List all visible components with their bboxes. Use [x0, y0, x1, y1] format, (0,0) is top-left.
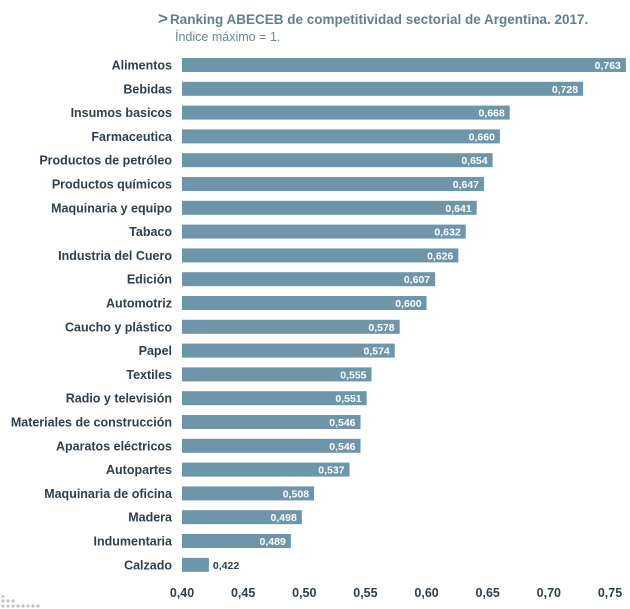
- bar-1: [182, 81, 584, 96]
- value-label-12: 0,574: [363, 346, 389, 358]
- value-label-3: 0,660: [469, 131, 495, 143]
- bar-3: [182, 129, 500, 144]
- bar-16: [182, 438, 361, 453]
- title-block: > Ranking ABECEB de competitividad sector…: [158, 9, 588, 44]
- x-tick-label-5: 0,65: [476, 586, 500, 600]
- x-tick-label-4: 0,60: [414, 586, 438, 600]
- x-tick-label-6: 0,70: [537, 586, 561, 600]
- category-label-1: Bebidas: [123, 82, 172, 96]
- category-label-13: Textiles: [126, 368, 172, 382]
- category-label-17: Autopartes: [106, 463, 172, 477]
- category-label-19: Madera: [128, 511, 173, 525]
- category-label-5: Productos químicos: [52, 178, 172, 192]
- value-label-11: 0,578: [368, 322, 394, 334]
- x-tick-label-2: 0,50: [292, 586, 316, 600]
- category-label-2: Insumos basicos: [71, 106, 172, 120]
- bar-9: [182, 272, 436, 287]
- bar-18: [182, 486, 315, 501]
- bar-13: [182, 367, 372, 382]
- value-label-7: 0,632: [434, 227, 460, 239]
- bar-12: [182, 343, 395, 358]
- category-label-20: Indumentaria: [94, 535, 174, 549]
- category-label-7: Tabaco: [129, 225, 172, 239]
- bar-2: [182, 105, 510, 120]
- chart-title-line: > Ranking ABECEB de competitividad sector…: [158, 9, 588, 29]
- value-labels: 0,763 0,728 0,668 0,660 0,654 0,647 0,641 0,632…: [213, 60, 621, 572]
- category-label-21: Calzado: [124, 558, 172, 572]
- value-label-6: 0,641: [445, 203, 471, 215]
- bars-layer: [182, 58, 626, 572]
- value-label-18: 0,508: [283, 488, 309, 500]
- category-label-18: Maquinaria de oficina: [44, 487, 173, 501]
- value-label-20: 0,489: [260, 536, 286, 548]
- value-label-2: 0,668: [478, 108, 504, 120]
- category-label-9: Edición: [127, 273, 172, 287]
- value-label-5: 0,647: [453, 179, 479, 191]
- value-label-0: 0,763: [595, 60, 621, 72]
- decorative-dots-icon: [1, 595, 40, 608]
- value-label-16: 0,546: [329, 441, 355, 453]
- category-label-10: Automotriz: [106, 297, 172, 311]
- category-labels: Alimentos Bebidas Insumos basicos Farmaceut…: [11, 59, 173, 573]
- bar-7: [182, 224, 466, 239]
- bar-17: [182, 462, 350, 477]
- bar-14: [182, 391, 367, 406]
- bar-15: [182, 415, 361, 429]
- category-label-14: Radio y televisión: [66, 392, 172, 406]
- x-tick-label-3: 0,55: [353, 586, 377, 600]
- value-label-21: 0,422: [213, 560, 239, 572]
- value-label-15: 0,546: [329, 417, 355, 429]
- bar-6: [182, 200, 477, 215]
- x-tick-label-0: 0,40: [170, 586, 194, 600]
- bar-20: [182, 534, 291, 548]
- bar-8: [182, 248, 459, 263]
- value-label-19: 0,498: [271, 512, 297, 524]
- value-label-17: 0,537: [318, 465, 344, 477]
- category-label-11: Caucho y plástico: [65, 320, 172, 334]
- category-label-4: Productos de petróleo: [39, 154, 172, 168]
- category-label-16: Aparatos eléctricos: [56, 439, 172, 453]
- value-label-13: 0,555: [340, 369, 366, 381]
- bar-0: [182, 58, 626, 72]
- category-label-8: Industria del Cuero: [58, 249, 172, 263]
- chart-title: Ranking ABECEB de competitividad sectori…: [169, 12, 589, 27]
- category-label-12: Papel: [139, 344, 172, 358]
- category-label-3: Farmaceutica: [91, 130, 173, 144]
- bar-4: [182, 153, 493, 168]
- value-label-8: 0,626: [427, 250, 453, 262]
- x-axis-ticks: 0,40 0,45 0,50 0,55 0,60 0,65 0,70 0,75: [170, 586, 622, 600]
- bar-19: [182, 510, 302, 525]
- x-tick-label-1: 0,45: [231, 586, 255, 600]
- x-tick-label-7: 0,75: [598, 586, 622, 600]
- category-label-15: Materiales de construcción: [11, 416, 172, 430]
- title-arrow-icon: >: [158, 9, 168, 28]
- value-label-9: 0,607: [404, 274, 430, 286]
- bar-11: [182, 319, 400, 334]
- value-label-1: 0,728: [552, 84, 578, 96]
- value-label-14: 0,551: [335, 393, 361, 405]
- value-label-10: 0,600: [395, 298, 421, 310]
- bar-21: [182, 557, 209, 572]
- category-label-0: Alimentos: [112, 59, 172, 73]
- bar-5: [182, 177, 485, 191]
- bar-10: [182, 296, 427, 310]
- category-label-6: Maquinaria y equipo: [51, 201, 172, 215]
- value-label-4: 0,654: [461, 155, 487, 167]
- chart-subtitle: Índice máximo = 1.: [175, 30, 281, 44]
